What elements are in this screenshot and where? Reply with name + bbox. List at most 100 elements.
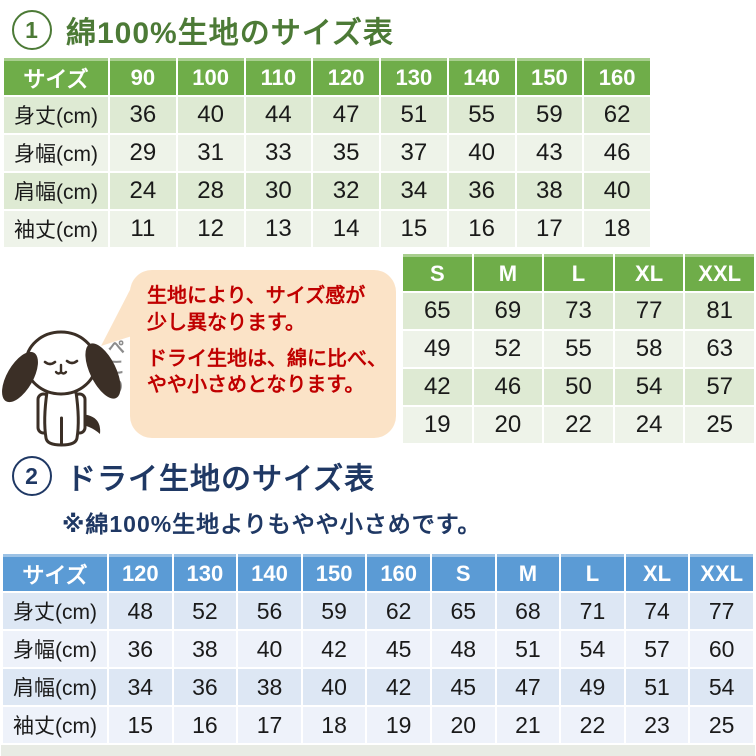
- table-row: 袖丈(cm) 15 16 17 18 19 20 21 22 23 25: [3, 707, 753, 743]
- row-label: 身幅(cm): [3, 631, 107, 667]
- size-value-cell: 32: [313, 173, 379, 209]
- size-value-cell: 55: [448, 97, 515, 133]
- size-value-cell: 29: [110, 135, 176, 171]
- size-value-cell: 35: [313, 135, 379, 171]
- row-label: 袖丈(cm): [3, 707, 107, 743]
- header-row: サイズ 120 130 140 150 160 S M L XL XXL: [3, 554, 753, 591]
- size-value-cell: 52: [173, 593, 237, 629]
- size-value-cell: 40: [238, 631, 301, 667]
- size-value-cell: 23: [625, 707, 689, 743]
- column-header: 160: [367, 554, 430, 591]
- size-value-cell: 14: [313, 211, 379, 247]
- column-header: 130: [381, 58, 447, 95]
- size-value-cell: 33: [245, 135, 312, 171]
- size-value-cell: 57: [685, 369, 754, 405]
- size-value-cell: 13: [245, 211, 312, 247]
- size-value-cell: 65: [431, 593, 495, 629]
- size-value-cell: 36: [109, 631, 172, 667]
- size-value-cell: 46: [584, 135, 650, 171]
- size-value-cell: 42: [302, 631, 366, 667]
- circled-number-1: 1: [12, 10, 52, 50]
- size-value-cell: 37: [381, 135, 447, 171]
- size-value-cell: 34: [381, 173, 447, 209]
- table-row: 19 20 22 24 25: [403, 407, 754, 443]
- size-value-cell: 18: [584, 211, 650, 247]
- size-value-cell: 43: [516, 135, 583, 171]
- column-header: M: [496, 554, 560, 591]
- size-value-cell: 31: [177, 135, 244, 171]
- size-value-cell: 21: [496, 707, 560, 743]
- cotton-section-title-text: 綿100%生地のサイズ表: [66, 17, 394, 50]
- size-value-cell: 48: [431, 631, 495, 667]
- size-value-cell: 52: [473, 331, 543, 367]
- column-header: M: [473, 254, 543, 291]
- size-value-cell: 47: [313, 97, 379, 133]
- size-value-cell: 54: [561, 631, 624, 667]
- size-value-cell: 62: [584, 97, 650, 133]
- bowing-dog-illustration: [2, 330, 121, 447]
- dry-section-title: 2 ドライ生地のサイズ表: [12, 454, 375, 498]
- size-value-cell: 20: [473, 407, 543, 443]
- bubble-text-line: やや小さめとなります。: [147, 374, 365, 397]
- size-value-cell: 24: [614, 407, 684, 443]
- cotton-section-title: 1 綿100%生地のサイズ表: [12, 8, 394, 52]
- header-row: S M L XL XXL: [403, 254, 754, 291]
- size-value-cell: 46: [473, 369, 543, 405]
- column-header: サイズ: [3, 554, 107, 591]
- size-value-cell: 18: [302, 707, 366, 743]
- size-value-cell: 28: [177, 173, 244, 209]
- column-header: サイズ: [4, 58, 108, 95]
- size-value-cell: 45: [367, 631, 430, 667]
- speech-bubble-tail: [101, 286, 132, 346]
- row-label: 身幅(cm): [4, 135, 108, 171]
- size-value-cell: 15: [381, 211, 447, 247]
- size-value-cell: 20: [431, 707, 495, 743]
- bubble-text-line: 生地により、サイズ感が: [147, 285, 366, 307]
- size-value-cell: 16: [173, 707, 237, 743]
- column-header: 160: [584, 58, 650, 95]
- size-value-cell: 30: [245, 173, 312, 209]
- size-value-cell: 49: [403, 331, 472, 367]
- size-value-cell: 38: [516, 173, 583, 209]
- size-value-cell: 47: [496, 669, 560, 705]
- size-value-cell: 56: [238, 593, 301, 629]
- dry-size-table: サイズ 120 130 140 150 160 S M L XL XXL 身丈(cm) 48 52 56 59…: [1, 552, 755, 745]
- column-header: 140: [448, 58, 515, 95]
- column-header: 120: [109, 554, 172, 591]
- table-row: 肩幅(cm) 34 36 38 40 42 45 47 49 51 54: [3, 669, 753, 705]
- clipped-next-row: [1, 745, 755, 756]
- column-header: 100: [177, 58, 244, 95]
- column-header: S: [403, 254, 472, 291]
- size-value-cell: 73: [544, 293, 613, 329]
- size-value-cell: 77: [690, 593, 753, 629]
- size-value-cell: 12: [177, 211, 244, 247]
- size-value-cell: 22: [561, 707, 624, 743]
- table-row: 42 46 50 54 57: [403, 369, 754, 405]
- column-header: 120: [313, 58, 379, 95]
- size-value-cell: 81: [685, 293, 754, 329]
- column-header: 140: [238, 554, 301, 591]
- column-header: 90: [110, 58, 176, 95]
- size-value-cell: 17: [516, 211, 583, 247]
- size-value-cell: 11: [110, 211, 176, 247]
- column-header: 150: [516, 58, 583, 95]
- size-value-cell: 60: [690, 631, 753, 667]
- cotton-adult-size-table: S M L XL XXL 65 69 73 77 81 49 52 55 58 63 42 46 50 54 57 19…: [401, 252, 756, 445]
- size-value-cell: 40: [448, 135, 515, 171]
- size-value-cell: 36: [173, 669, 237, 705]
- table-row: 身丈(cm) 36 40 44 47 51 55 59 62: [4, 97, 650, 133]
- column-header: XL: [614, 254, 684, 291]
- size-value-cell: 55: [544, 331, 613, 367]
- size-value-cell: 24: [110, 173, 176, 209]
- table-row: 袖丈(cm) 11 12 13 14 15 16 17 18: [4, 211, 650, 247]
- speech-bubble: 生地により、サイズ感が 少し異なります。 ドライ生地は、綿に比べ、 やや小さめと…: [101, 270, 396, 438]
- size-value-cell: 42: [367, 669, 430, 705]
- row-label: 肩幅(cm): [3, 669, 107, 705]
- size-value-cell: 71: [561, 593, 624, 629]
- row-label: 身丈(cm): [3, 593, 107, 629]
- size-value-cell: 58: [614, 331, 684, 367]
- size-value-cell: 57: [625, 631, 689, 667]
- size-value-cell: 68: [496, 593, 560, 629]
- size-value-cell: 59: [302, 593, 366, 629]
